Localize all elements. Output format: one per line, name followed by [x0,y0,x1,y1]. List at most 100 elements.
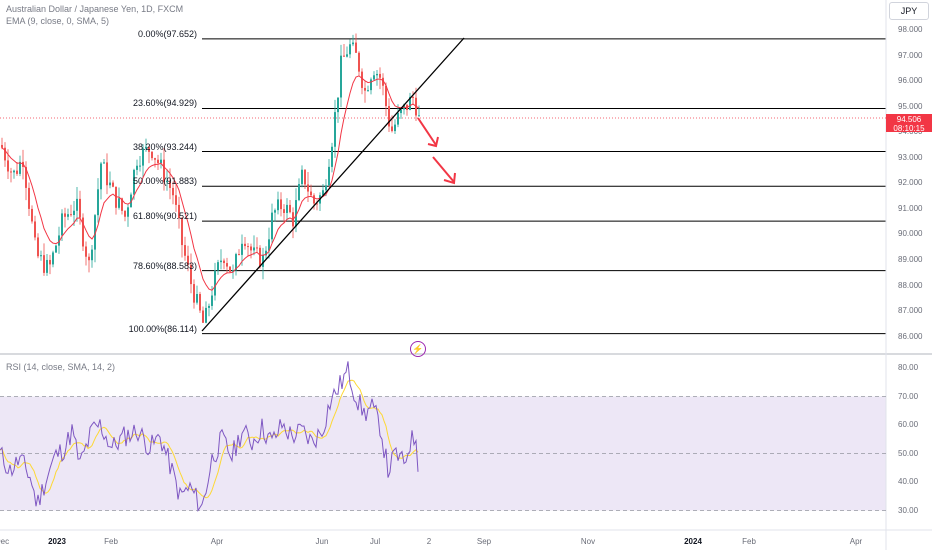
candle-body[interactable] [139,165,141,167]
candle-body[interactable] [358,52,360,72]
candle-body[interactable] [355,42,357,53]
candle-body[interactable] [205,307,207,323]
bolt-icon[interactable]: ⚡ [410,341,426,357]
candle-body[interactable] [169,180,171,188]
candle-body[interactable] [37,237,39,257]
candle-body[interactable] [103,162,105,164]
candle-body[interactable] [142,148,144,166]
candle-body[interactable] [175,195,177,205]
candle-body[interactable] [13,170,15,173]
ema-indicator-label[interactable]: EMA (9, close, 0, SMA, 5) [6,16,110,26]
candle-body[interactable] [316,203,318,205]
candle-body[interactable] [178,204,180,218]
currency-button[interactable]: JPY [889,2,929,20]
candle-body[interactable] [58,235,60,246]
candle-body[interactable] [307,184,309,192]
candle-body[interactable] [343,55,345,57]
candle-body[interactable] [229,266,231,272]
symbol-title[interactable]: Australian Dollar / Japanese Yen, 1D, FX… [6,4,184,14]
candle-body[interactable] [28,187,30,209]
rsi-ma-line[interactable] [0,379,419,499]
candle-body[interactable] [256,247,258,249]
candle-body[interactable] [118,198,120,208]
candle-body[interactable] [70,214,72,216]
candle-body[interactable] [310,191,312,196]
candle-body[interactable] [49,259,51,265]
candle-body[interactable] [163,159,165,183]
candle-body[interactable] [187,255,189,265]
candle-body[interactable] [235,254,237,271]
candle-body[interactable] [334,112,336,147]
candle-body[interactable] [367,90,369,92]
candle-body[interactable] [373,75,375,80]
candle-body[interactable] [247,246,249,248]
candle-body[interactable] [19,161,21,174]
candle-body[interactable] [370,79,372,91]
candle-body[interactable] [55,245,57,253]
candle-body[interactable] [298,184,300,201]
candle-body[interactable] [244,243,246,247]
candle-body[interactable] [4,147,6,161]
candle-body[interactable] [259,247,261,267]
candle-body[interactable] [76,198,78,211]
candle-body[interactable] [349,44,351,55]
candle-body[interactable] [136,165,138,170]
candle-body[interactable] [409,96,411,110]
candle-body[interactable] [328,166,330,186]
candle-body[interactable] [31,208,33,222]
candle-body[interactable] [352,42,354,45]
candle-body[interactable] [211,295,213,306]
candle-body[interactable] [130,194,132,208]
candle-body[interactable] [280,199,282,210]
candle-body[interactable] [160,159,162,164]
candle-body[interactable] [61,213,63,236]
candle-body[interactable] [397,113,399,125]
candle-body[interactable] [274,210,276,213]
candle-body[interactable] [376,73,378,76]
candle-body[interactable] [304,169,306,185]
candle-body[interactable] [190,264,192,285]
candle-body[interactable] [277,199,279,211]
candle-body[interactable] [289,204,291,213]
candle-body[interactable] [172,187,174,196]
candle-body[interactable] [271,212,273,240]
candle-body[interactable] [214,270,216,296]
candle-body[interactable] [73,210,75,216]
candle-body[interactable] [148,146,150,152]
candle-body[interactable] [394,124,396,132]
candle-body[interactable] [124,210,126,217]
candle-body[interactable] [379,73,381,78]
candle-body[interactable] [217,262,219,271]
candle-body[interactable] [301,169,303,185]
candle-body[interactable] [295,200,297,227]
candlestick-series[interactable] [1,33,420,324]
candle-body[interactable] [241,243,243,255]
candle-body[interactable] [412,96,414,98]
candle-body[interactable] [46,259,48,273]
candle-body[interactable] [250,246,252,251]
candle-body[interactable] [67,214,69,217]
candle-body[interactable] [220,260,222,263]
candle-body[interactable] [79,198,81,218]
candle-body[interactable] [265,250,267,256]
candle-body[interactable] [40,255,42,257]
candle-body[interactable] [193,284,195,303]
candle-body[interactable] [418,115,420,117]
candle-body[interactable] [223,260,225,264]
fibonacci-retracement[interactable] [202,38,886,335]
candle-body[interactable] [94,215,96,250]
candle-body[interactable] [340,55,342,98]
candle-body[interactable] [184,245,186,256]
candle-body[interactable] [85,246,87,257]
candle-body[interactable] [52,252,54,265]
candle-body[interactable] [121,198,123,211]
candle-body[interactable] [337,97,339,113]
candle-body[interactable] [400,109,402,114]
candle-body[interactable] [112,182,114,187]
candle-body[interactable] [199,293,201,311]
ema-line[interactable] [1,75,420,291]
candle-body[interactable] [181,217,183,246]
candle-body[interactable] [97,189,99,216]
candle-body[interactable] [7,160,9,172]
candle-body[interactable] [286,204,288,213]
